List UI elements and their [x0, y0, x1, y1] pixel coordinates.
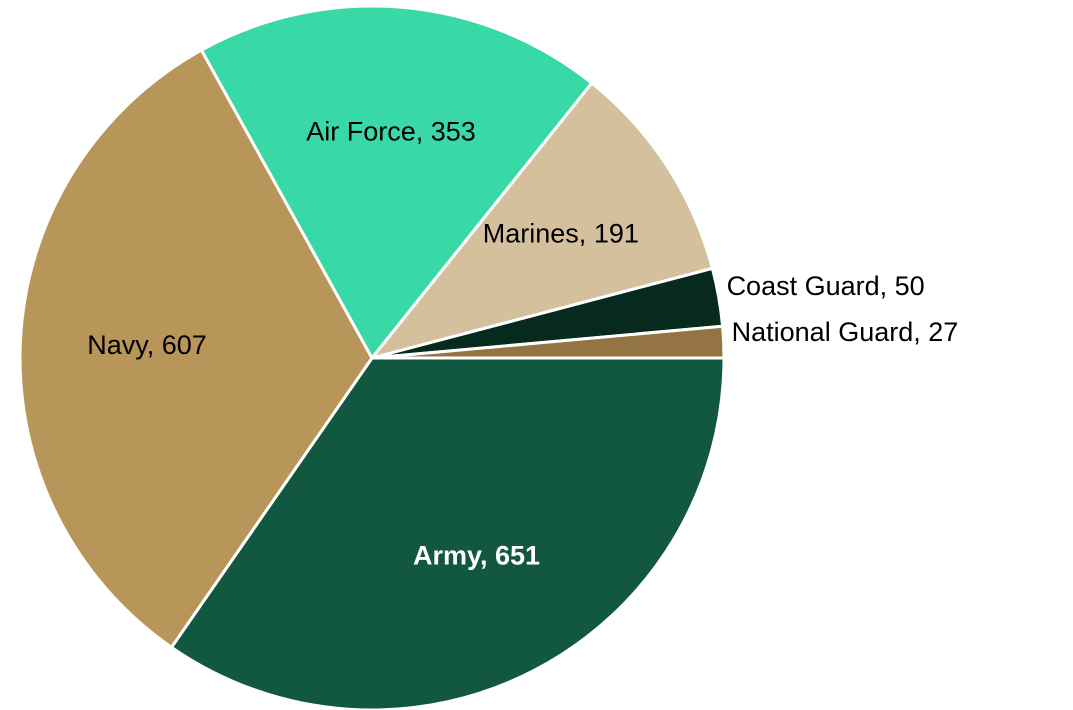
pie-slice — [370, 324, 726, 360]
slice-label: Coast Guard, 50 — [727, 271, 925, 301]
slice-label: National Guard, 27 — [732, 317, 959, 347]
pie-slice — [169, 356, 726, 710]
slice-label: Marines, 191 — [483, 218, 639, 248]
slice-label: Army, 651 — [413, 541, 540, 571]
slice-label: Navy, 607 — [87, 330, 207, 360]
pie-slice — [199, 4, 594, 360]
slice-label: Air Force, 353 — [306, 117, 476, 147]
